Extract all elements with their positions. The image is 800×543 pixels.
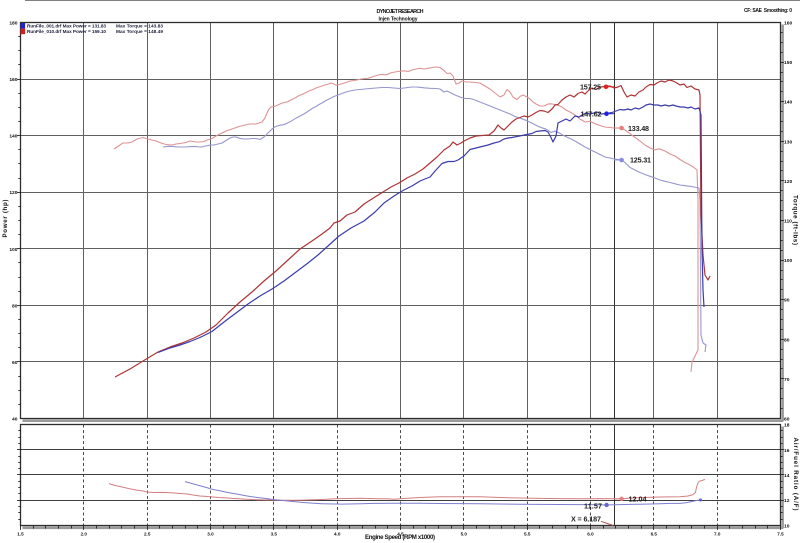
svg-text:Injen Technology: Injen Technology (379, 17, 418, 23)
svg-text:11.57: 11.57 (584, 501, 602, 510)
svg-text:60: 60 (784, 417, 790, 423)
svg-text:60: 60 (12, 360, 18, 366)
svg-text:160: 160 (784, 21, 792, 27)
svg-text:130: 130 (784, 139, 792, 145)
svg-text:12: 12 (784, 498, 790, 504)
svg-text:5.0: 5.0 (461, 532, 468, 537)
svg-text:RunFile_010.drf Max Power = 15: RunFile_010.drf Max Power = 159.10 (27, 29, 106, 34)
svg-text:7.5: 7.5 (777, 532, 784, 537)
svg-text:133.48: 133.48 (628, 124, 649, 133)
svg-text:Torque (ft-lbs): Torque (ft-lbs) (792, 195, 799, 245)
svg-text:DYNOJET RESEARCH: DYNOJET RESEARCH (377, 9, 424, 15)
svg-text:4.5: 4.5 (397, 532, 404, 537)
svg-text:80: 80 (12, 303, 18, 309)
svg-text:100: 100 (9, 247, 17, 253)
svg-text:160: 160 (9, 77, 17, 83)
svg-text:Power (hp): Power (hp) (2, 200, 9, 238)
svg-text:Max Torque = 143.83: Max Torque = 143.83 (116, 24, 163, 29)
svg-text:110: 110 (784, 219, 792, 225)
svg-text:Engine Speed (RPM x1000): Engine Speed (RPM x1000) (365, 534, 435, 541)
svg-text:18: 18 (784, 423, 790, 429)
svg-text:1.5: 1.5 (17, 532, 24, 537)
svg-text:180: 180 (9, 21, 17, 27)
svg-text:100: 100 (784, 258, 792, 264)
svg-text:16: 16 (784, 448, 790, 454)
svg-text:70: 70 (784, 377, 790, 383)
svg-text:125.31: 125.31 (630, 155, 651, 164)
svg-text:5.5: 5.5 (524, 532, 531, 537)
svg-text:80: 80 (784, 337, 790, 343)
svg-text:120: 120 (784, 179, 792, 185)
svg-text:3.0: 3.0 (207, 532, 214, 537)
svg-text:140: 140 (784, 100, 792, 106)
svg-text:10: 10 (784, 524, 790, 530)
svg-text:7.0: 7.0 (714, 532, 721, 537)
svg-text:RunFile_001.drf Max Power = 13: RunFile_001.drf Max Power = 131.83 (27, 24, 106, 29)
svg-text:Air/Fuel Ratio (A/F): Air/Fuel Ratio (A/F) (792, 438, 799, 511)
svg-text:CF: SAE Smoothing: 0: CF: SAE Smoothing: 0 (744, 8, 792, 14)
svg-text:90: 90 (784, 298, 790, 304)
svg-text:14: 14 (784, 473, 790, 479)
svg-text:150: 150 (784, 60, 792, 66)
svg-text:4.0: 4.0 (334, 532, 341, 537)
svg-text:120: 120 (9, 190, 17, 196)
svg-text:6.5: 6.5 (651, 532, 658, 537)
svg-text:3.5: 3.5 (271, 532, 278, 537)
svg-text:X = 6.187: X = 6.187 (571, 514, 601, 523)
svg-text:157.25: 157.25 (580, 83, 601, 92)
svg-text:2.0: 2.0 (81, 532, 88, 537)
svg-text:140: 140 (9, 134, 17, 140)
svg-text:6.0: 6.0 (587, 532, 594, 537)
svg-text:2.5: 2.5 (144, 532, 151, 537)
svg-text:147.62: 147.62 (581, 110, 602, 119)
svg-text:12.04: 12.04 (629, 495, 647, 504)
svg-text:40: 40 (12, 417, 18, 423)
svg-text:Max Torque = 148.49: Max Torque = 148.49 (116, 29, 163, 34)
